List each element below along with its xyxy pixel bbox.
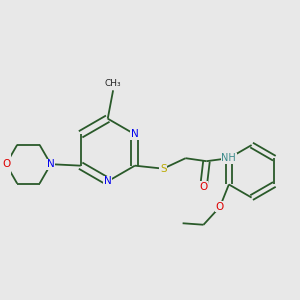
Text: N: N: [104, 176, 112, 186]
Text: S: S: [160, 164, 166, 174]
Text: NH: NH: [221, 153, 236, 163]
Text: O: O: [200, 182, 208, 192]
Text: O: O: [216, 202, 224, 212]
Text: CH₃: CH₃: [105, 79, 122, 88]
Text: O: O: [2, 159, 10, 169]
Text: N: N: [131, 129, 139, 139]
Text: N: N: [47, 159, 55, 169]
